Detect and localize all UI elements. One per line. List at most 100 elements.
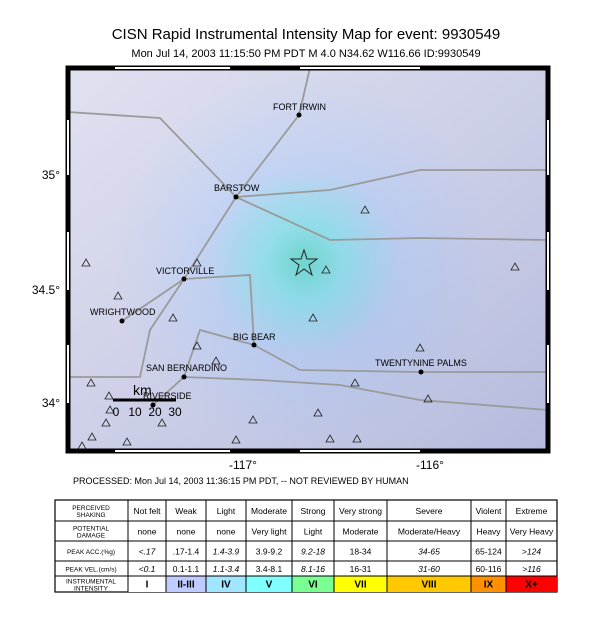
cell: Moderate/Heavy bbox=[398, 527, 461, 537]
cell: >116 bbox=[522, 564, 541, 574]
station bbox=[352, 434, 362, 443]
station bbox=[105, 405, 115, 414]
lon-label: -116° bbox=[416, 458, 444, 472]
cell: I bbox=[146, 580, 149, 591]
station bbox=[101, 418, 111, 427]
cell: Not felt bbox=[134, 506, 162, 516]
axes: 35° 34.5° 34° -117° -116° bbox=[32, 168, 444, 472]
place-marker bbox=[150, 402, 156, 408]
cell: 3.4-8.1 bbox=[256, 564, 283, 574]
station bbox=[313, 408, 323, 417]
station bbox=[157, 418, 167, 427]
scale-unit: km bbox=[133, 382, 152, 398]
places: FORT IRWIN BARSTOW VICTORVILLE WRIGHTWOOD BI… bbox=[90, 102, 467, 408]
row-label: PEAK ACC.(%g) bbox=[67, 549, 115, 556]
intensity-swatch bbox=[128, 576, 166, 592]
place-marker bbox=[418, 369, 424, 375]
cell: 3.9-9.2 bbox=[256, 547, 283, 557]
cell: IV bbox=[221, 580, 231, 591]
station bbox=[87, 432, 97, 441]
cell: <.17 bbox=[139, 547, 156, 557]
intensity-swatch bbox=[292, 576, 334, 592]
place-marker bbox=[119, 318, 125, 324]
place-label: RIVERSIDE bbox=[143, 391, 192, 401]
road bbox=[183, 274, 548, 373]
cell: Very Heavy bbox=[510, 527, 554, 537]
road bbox=[235, 196, 549, 241]
stations bbox=[77, 205, 520, 450]
station bbox=[308, 313, 318, 322]
cell: Violent bbox=[476, 506, 502, 516]
station bbox=[192, 341, 202, 350]
cell: IX bbox=[484, 580, 494, 591]
cell: VII bbox=[354, 580, 366, 591]
lat-label: 34° bbox=[42, 396, 60, 410]
footer: PROCESSED: Mon Jul 14, 2003 11:36:15 PM … bbox=[73, 476, 409, 486]
intensity-swatch bbox=[206, 576, 246, 592]
row-label: DAMAGE bbox=[77, 533, 106, 540]
map: FORT IRWIN BARSTOW VICTORVILLE WRIGHTWOOD BI… bbox=[65, 65, 551, 454]
station bbox=[248, 415, 258, 424]
cell: 1.4-3.9 bbox=[213, 547, 240, 557]
cell: 31-60 bbox=[418, 564, 440, 574]
station bbox=[113, 291, 123, 300]
intensity-swatch bbox=[471, 576, 506, 592]
row-label: INSTRUMENTAL bbox=[66, 579, 116, 586]
cell: 65-124 bbox=[475, 547, 502, 557]
intensity-swatch bbox=[246, 576, 292, 592]
cell: 34-65 bbox=[418, 547, 440, 557]
cell: Very strong bbox=[339, 506, 382, 516]
place-marker bbox=[181, 374, 187, 380]
cell: Light bbox=[217, 506, 236, 516]
cell: none bbox=[217, 527, 236, 537]
subtitle: Mon Jul 14, 2003 11:15:50 PM PDT M 4.0 N… bbox=[131, 48, 480, 60]
station bbox=[211, 356, 221, 365]
scale-label: 20 bbox=[148, 405, 162, 419]
cell: 16-31 bbox=[350, 564, 372, 574]
place-marker bbox=[233, 194, 239, 200]
cell: <0.1 bbox=[139, 564, 156, 574]
station bbox=[86, 378, 96, 387]
cell: Heavy bbox=[476, 527, 501, 537]
place-label: BIG BEAR bbox=[233, 332, 276, 342]
lat-label: 35° bbox=[42, 168, 60, 182]
place-label: VICTORVILLE bbox=[156, 266, 214, 276]
lon-label: -117° bbox=[229, 458, 257, 472]
place-label: BARSTOW bbox=[214, 183, 260, 193]
cell: 9.2-18 bbox=[301, 547, 325, 557]
scale-label: 0 bbox=[113, 405, 120, 419]
cell: Severe bbox=[416, 506, 443, 516]
cell: Strong bbox=[300, 506, 325, 516]
place-label: WRIGHTWOOD bbox=[90, 307, 156, 317]
station bbox=[168, 313, 178, 322]
cell: .17-1.4 bbox=[173, 547, 200, 557]
frame-ticks bbox=[67, 67, 549, 452]
station bbox=[360, 205, 370, 214]
row-label: POTENTIAL bbox=[73, 526, 110, 533]
cell: 0.1-1.1 bbox=[173, 564, 200, 574]
row-label: PERCEIVED bbox=[72, 505, 110, 512]
epicenter bbox=[289, 248, 319, 277]
place-label: TWENTYNINE PALMS bbox=[375, 358, 467, 368]
cell: 1.1-3.4 bbox=[213, 564, 240, 574]
cell: VI bbox=[308, 580, 318, 591]
intensity-swatch bbox=[506, 576, 557, 592]
cell: 18-34 bbox=[350, 547, 372, 557]
road bbox=[121, 278, 185, 322]
intensity-swatch bbox=[166, 576, 206, 592]
station bbox=[321, 265, 331, 274]
row-label: INTENSITY bbox=[74, 586, 109, 593]
cell: Light bbox=[304, 527, 323, 537]
lat-label: 34.5° bbox=[32, 283, 60, 297]
cell: VIII bbox=[421, 580, 436, 591]
title: CISN Rapid Instrumental Intensity Map fo… bbox=[112, 26, 501, 43]
road bbox=[152, 328, 255, 406]
cell: V bbox=[266, 580, 273, 591]
row-label: PEAK VEL.(cm/s) bbox=[65, 567, 116, 574]
road bbox=[68, 196, 237, 378]
station bbox=[122, 437, 132, 446]
place-marker bbox=[296, 112, 302, 118]
intensity-swatch bbox=[334, 576, 387, 592]
scale-bar: km 0 10 20 30 bbox=[113, 382, 182, 419]
